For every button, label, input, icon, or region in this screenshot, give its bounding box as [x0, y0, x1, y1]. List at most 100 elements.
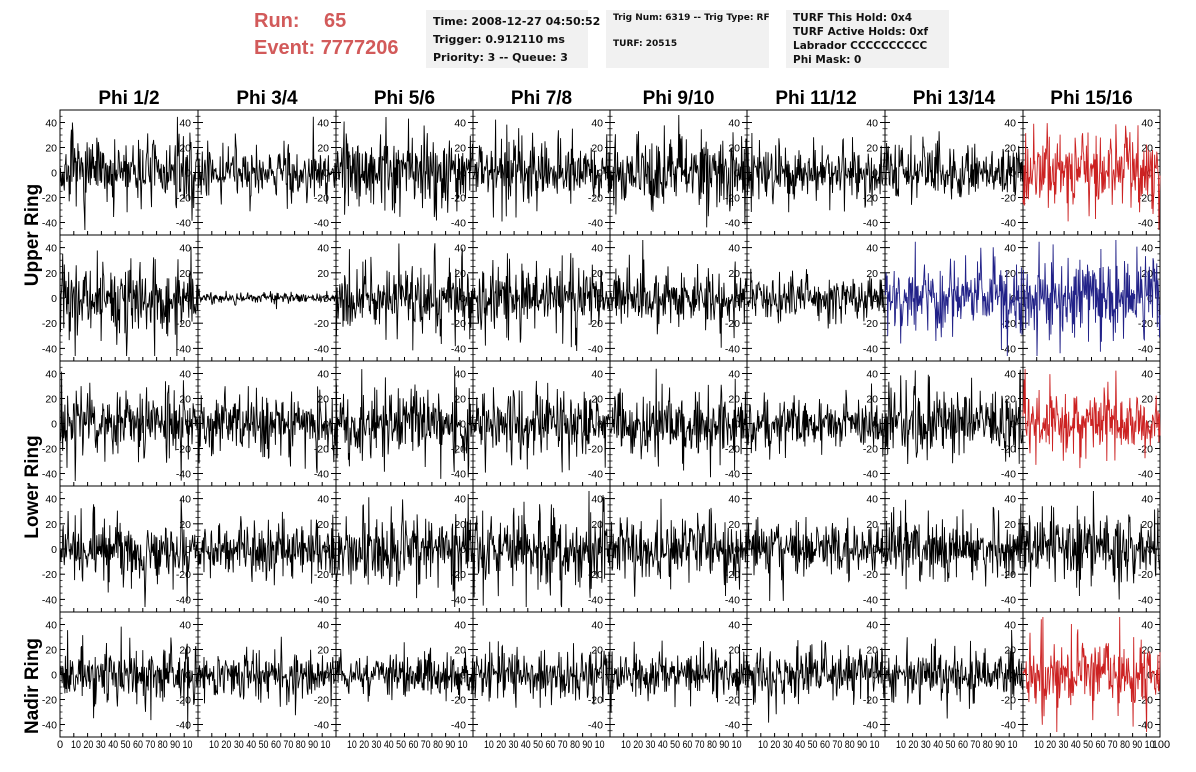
phi-column-label: Phi 3/4	[236, 88, 298, 109]
y-tick-label-right: 20	[866, 268, 878, 280]
y-tick-label-right: -40	[451, 343, 466, 355]
y-tick-label-right: 20	[1141, 519, 1153, 531]
x-tick-labels-row: 10 20 30 40 50 60 70 80 90 10	[896, 739, 1017, 751]
y-tick-label-right: 40	[1141, 620, 1153, 632]
run-event-header: Run: 65 Event: 7777206	[254, 8, 399, 62]
y-tick-label-right: 40	[591, 620, 603, 632]
x-tick-labels-row: 10 20 30 40 50 60 70 80 90 10	[484, 739, 605, 751]
y-tick-label-left: 20	[45, 519, 57, 531]
y-tick-label-right: 20	[1004, 519, 1016, 531]
y-tick-label-right: 20	[866, 143, 878, 155]
y-tick-label-right: -20	[314, 569, 329, 581]
waveform-trace	[746, 640, 886, 723]
waveform-trace	[1022, 123, 1161, 231]
y-tick-label-right: 40	[1141, 494, 1153, 506]
waveform-trace	[335, 243, 474, 351]
y-tick-label-right: -20	[1138, 695, 1153, 707]
waveform-trace	[335, 116, 474, 221]
y-tick-label-left: 40	[45, 494, 57, 506]
y-tick-label-right: 40	[866, 494, 878, 506]
waveform-trace	[1022, 616, 1161, 733]
y-tick-label-right: 40	[317, 243, 329, 255]
waveform-trace	[59, 497, 199, 608]
y-tick-label-right: 40	[454, 620, 466, 632]
y-tick-label-right: 20	[317, 394, 329, 406]
y-tick-label-left: 0	[51, 670, 57, 682]
y-tick-label-right: -20	[451, 193, 466, 205]
y-tick-label-right: 20	[591, 143, 603, 155]
waveform-trace	[746, 268, 886, 329]
waveform-trace	[746, 383, 886, 460]
phi-column-label: Phi 1/2	[98, 88, 159, 109]
waveform-trace	[746, 132, 886, 213]
y-tick-label-right: 20	[317, 645, 329, 657]
y-tick-label-right: -40	[588, 218, 603, 230]
y-tick-label-right: -20	[451, 695, 466, 707]
y-tick-label-right: -20	[314, 318, 329, 330]
y-tick-label-right: 40	[179, 369, 191, 381]
waveform-trace	[472, 641, 611, 708]
y-tick-label-right: 40	[454, 243, 466, 255]
y-tick-label-left: -20	[42, 444, 57, 456]
y-tick-label-right: 0	[734, 293, 740, 305]
waveform-trace	[609, 239, 748, 348]
y-tick-label-right: 20	[454, 519, 466, 531]
waveform-trace	[884, 369, 1024, 465]
y-tick-label-right: 40	[591, 243, 603, 255]
x-tick-labels-row: 10 20 30 40 50 60 70 80 90 10	[209, 739, 330, 751]
y-tick-label-right: -20	[863, 318, 878, 330]
y-tick-label-right: -40	[451, 469, 466, 481]
y-tick-label-right: 40	[1004, 118, 1016, 130]
y-tick-label-right: -40	[725, 469, 740, 481]
waveform-trace	[197, 116, 337, 212]
y-tick-label-right: -20	[1001, 193, 1016, 205]
x-tick-labels-row: 10 20 30 40 50 60 70 80 90 10	[71, 739, 192, 751]
waveform-trace	[59, 626, 199, 730]
y-tick-label-right: 40	[1004, 620, 1016, 632]
y-tick-label-right: -40	[588, 594, 603, 606]
y-tick-label-right: 20	[728, 519, 740, 531]
y-tick-label-right: 20	[728, 394, 740, 406]
y-tick-label-left: -40	[42, 469, 57, 481]
y-tick-label-right: 40	[1141, 243, 1153, 255]
y-tick-label-right: 20	[1141, 143, 1153, 155]
y-tick-label-right: 20	[1141, 394, 1153, 406]
y-tick-label-right: 40	[728, 494, 740, 506]
y-tick-label-right: 40	[454, 369, 466, 381]
y-tick-label-right: -40	[1138, 343, 1153, 355]
waveform-trace	[197, 288, 337, 310]
y-tick-label-right: -40	[588, 469, 603, 481]
y-tick-label-right: 20	[1004, 268, 1016, 280]
y-tick-label-left: 0	[51, 544, 57, 556]
y-tick-label-right: 0	[460, 544, 466, 556]
y-tick-label-right: 0	[460, 293, 466, 305]
waveform-trace	[472, 253, 611, 352]
y-tick-label-right: -40	[451, 218, 466, 230]
event-value: 7777206	[320, 37, 399, 59]
phi-column-label: Phi 11/12	[775, 88, 856, 109]
y-tick-label-right: -40	[1138, 720, 1153, 732]
y-tick-label-right: 20	[866, 394, 878, 406]
y-tick-label-right: 20	[454, 394, 466, 406]
y-tick-label-right: -40	[1001, 594, 1016, 606]
y-tick-label-right: -20	[863, 695, 878, 707]
y-tick-label-right: -20	[588, 695, 603, 707]
waveform-trace	[197, 386, 337, 474]
